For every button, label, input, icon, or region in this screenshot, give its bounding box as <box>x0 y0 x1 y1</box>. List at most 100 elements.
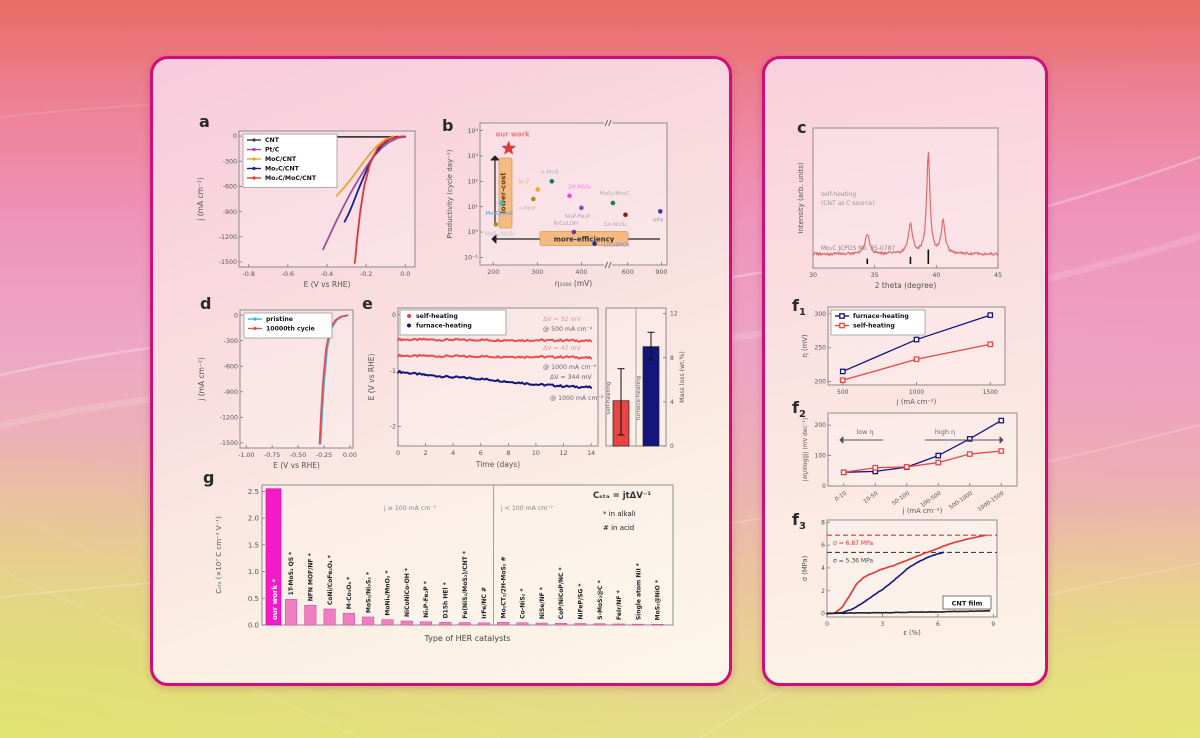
svg-text:CoP/NiCoP/NC *: CoP/NiCoP/NC * <box>558 566 565 619</box>
panel-label-g: g <box>203 468 215 487</box>
svg-text:j < 100 mA cm⁻²: j < 100 mA cm⁻² <box>500 505 554 512</box>
svg-text:Type of HER catalysts: Type of HER catalysts <box>423 634 510 643</box>
svg-text:2H-NbS₂: 2H-NbS₂ <box>568 185 591 191</box>
svg-text:10-50: 10-50 <box>863 490 880 504</box>
svg-text:self-heating: self-heating <box>821 191 856 198</box>
svg-text:300: 300 <box>531 269 543 276</box>
panel-label-d: d <box>200 294 212 313</box>
svg-text:furnace-heating: furnace-heating <box>853 313 909 320</box>
svg-text:MoS₂/Mo₂C: MoS₂/Mo₂C <box>600 191 630 197</box>
svg-text:12: 12 <box>560 450 568 457</box>
svg-text:10000th cycle: 10000th cycle <box>266 326 315 333</box>
svg-text:200: 200 <box>815 422 827 429</box>
svg-text:10¹: 10¹ <box>467 204 478 211</box>
svg-text:CoNi/CoFe₂O₄ *: CoNi/CoFe₂O₄ * <box>327 554 334 605</box>
svg-text:8: 8 <box>821 519 825 526</box>
svg-text:Mo₂C/MoC/CNT: Mo₂C/MoC/CNT <box>265 175 317 182</box>
svg-text:@ 500 mA cm⁻²: @ 500 mA cm⁻² <box>543 325 593 333</box>
svg-text:NiCoNiCo-OH *: NiCoNiCo-OH * <box>404 567 411 617</box>
svg-text:400: 400 <box>575 269 587 276</box>
svg-text:Mo₂C/MoC: Mo₂C/MoC <box>485 211 514 217</box>
chart-stability-test: 0 2 4 6 8 10 12 14 0 -1 -2 self-heating furnace-heat… <box>367 307 686 469</box>
chart-productivity-scatter: 10⁻¹ 10⁰ 10¹ 10² 10³ 10⁴ 200 300 400 600 900 lower-… <box>446 119 668 288</box>
svg-text:furnace-heating: furnace-heating <box>636 375 642 420</box>
svg-text:-1500: -1500 <box>219 259 237 266</box>
svg-text:45: 45 <box>994 272 1002 279</box>
svg-text:-600: -600 <box>223 184 237 191</box>
svg-text:high η: high η <box>935 428 955 436</box>
chart-overpotential-vs-current: 500 1000 1500 200 250 300 furnace-heating self-… <box>801 306 1006 406</box>
svg-text:0: 0 <box>825 621 829 628</box>
svg-text:-1: -1 <box>390 368 396 375</box>
svg-text:lower-cost: lower-cost <box>500 172 508 214</box>
svg-text:-0.2: -0.2 <box>360 271 372 278</box>
svg-text:MoS₂-Ni₃S₂: MoS₂-Ni₃S₂ <box>485 231 515 237</box>
svg-text:our work: our work <box>496 130 531 138</box>
svg-text:40: 40 <box>932 272 940 279</box>
svg-text:30: 30 <box>809 272 817 279</box>
svg-text:10⁻¹: 10⁻¹ <box>464 255 478 262</box>
svg-text:D15h HEl *: D15h HEl * <box>443 581 450 618</box>
svg-text:Co-NiS₂ *: Co-NiS₂ * <box>520 588 527 619</box>
svg-text:IrFe: IrFe <box>653 217 664 223</box>
svg-text:self-heating: self-heating <box>606 381 612 414</box>
svg-text:Productivity (cycle day⁻¹): Productivity (cycle day⁻¹) <box>446 149 454 238</box>
svg-text:10³: 10³ <box>467 153 478 160</box>
svg-text:300: 300 <box>815 311 827 318</box>
svg-text:M-Co₃O₄ *: M-Co₃O₄ * <box>346 576 353 609</box>
svg-text:2.5: 2.5 <box>248 488 259 496</box>
svg-text:-1.00: -1.00 <box>238 452 254 459</box>
svg-text:2: 2 <box>424 450 428 457</box>
svg-text:MoC/CNT: MoC/CNT <box>265 156 297 163</box>
svg-text:10²: 10² <box>467 179 478 186</box>
svg-text:j (mA cm⁻²): j (mA cm⁻²) <box>896 398 937 406</box>
svg-text:j (mA cm⁻²): j (mA cm⁻²) <box>196 177 205 222</box>
panel-label-a: a <box>199 112 210 131</box>
svg-text:0-10: 0-10 <box>834 490 848 502</box>
panel-label-f1: f1 <box>792 296 806 319</box>
svg-text:-1500: -1500 <box>220 440 238 447</box>
svg-text:1.5: 1.5 <box>248 541 259 549</box>
svg-text:200: 200 <box>815 379 827 386</box>
svg-text:@ 1000 mA cm⁻²: @ 1000 mA cm⁻² <box>550 394 604 402</box>
svg-text:Time (days): Time (days) <box>475 460 520 469</box>
svg-text:-300: -300 <box>223 158 237 165</box>
svg-text:6: 6 <box>821 542 825 549</box>
svg-text:35: 35 <box>871 272 879 279</box>
svg-text:η₁₀₀₀ (mV): η₁₀₀₀ (mV) <box>555 279 593 288</box>
svg-text:Ni-P: Ni-P <box>518 179 530 185</box>
svg-text:2 theta (degree): 2 theta (degree) <box>875 281 937 290</box>
svg-text:Cₛₜₐ = jtΔV⁻¹: Cₛₜₐ = jtΔV⁻¹ <box>593 491 651 501</box>
svg-text:1.0: 1.0 <box>248 568 259 576</box>
svg-text:-600: -600 <box>224 363 238 370</box>
svg-text:η (mV): η (mV) <box>801 334 809 357</box>
svg-text:NFN MOF/NF *: NFN MOF/NF * <box>308 552 315 601</box>
svg-text:600: 600 <box>622 269 634 276</box>
panel-label-e: e <box>362 294 373 313</box>
svg-text:j ≥ 100 mA cm⁻²: j ≥ 100 mA cm⁻² <box>383 505 437 512</box>
svg-text:MoS₂@NiO *: MoS₂@NiO * <box>655 579 662 620</box>
chart-cycling-lsv: -1.00 -0.75 -0.50 -0.25 0.00 0 -300 -600 -900 -12… <box>197 309 357 470</box>
svg-text:2.0: 2.0 <box>248 515 259 523</box>
svg-text:4: 4 <box>451 450 455 457</box>
svg-text:Sn-Ni₃S₂: Sn-Ni₃S₂ <box>604 222 627 228</box>
svg-text:self-heating: self-heating <box>416 313 458 320</box>
svg-text:1500: 1500 <box>983 389 998 396</box>
left-figure-card <box>150 56 732 686</box>
svg-text:ΔV = 344 mV: ΔV = 344 mV <box>550 374 592 381</box>
svg-text:250: 250 <box>815 345 827 352</box>
svg-text:low η: low η <box>856 428 873 436</box>
svg-text:0: 0 <box>396 450 400 457</box>
chart-stress-strain: 0 3 6 9 0 2 4 6 8 σ = 6.87 MPa σ = 5.36 MPa CNT fil… <box>801 519 998 637</box>
svg-text:0: 0 <box>670 443 674 450</box>
svg-text:-0.8: -0.8 <box>243 271 255 278</box>
svg-text:Ni₂P-Fe₂P *: Ni₂P-Fe₂P * <box>423 580 430 618</box>
svg-text:Fe(NiS₂/MoS₂)/CNT *: Fe(NiS₂/MoS₂)/CNT * <box>462 550 469 618</box>
svg-text:E (V vs RHE): E (V vs RHE) <box>304 280 351 289</box>
svg-text:0: 0 <box>234 312 238 319</box>
svg-text:4: 4 <box>821 565 825 572</box>
svg-text:500: 500 <box>837 389 849 396</box>
svg-text:1000-1500: 1000-1500 <box>977 490 1006 513</box>
svg-text:200: 200 <box>487 269 499 276</box>
